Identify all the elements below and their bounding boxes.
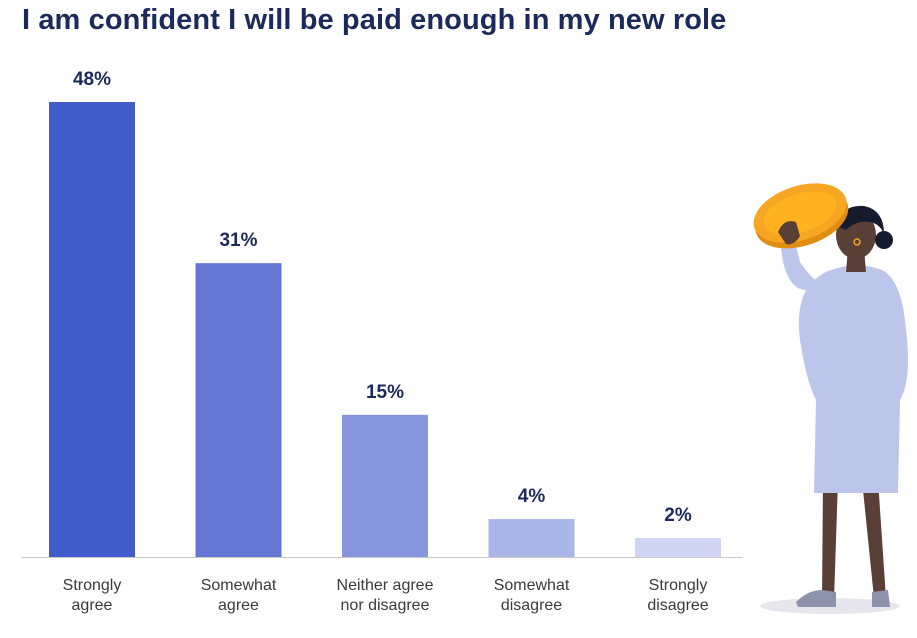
dress [798, 265, 908, 493]
bar-value-label: 15% [366, 382, 404, 403]
category-labels-group: Strongly agree Somewhat agree Neither agree n… [63, 577, 709, 614]
category-label: Neither agree [337, 577, 434, 594]
bar [195, 263, 282, 557]
category-label: Somewhat [201, 577, 277, 594]
bar [49, 102, 135, 557]
value-labels-group: 48% 31% 15% 4% 2% [73, 69, 692, 526]
chart-title: I am confident I will be paid enough in … [22, 4, 727, 36]
category-label: disagree [501, 597, 562, 614]
hair [836, 205, 884, 234]
left-leg [822, 480, 838, 600]
bar [488, 519, 575, 557]
category-label: disagree [647, 597, 708, 614]
category-label: nor disagree [341, 597, 430, 614]
bar-value-label: 48% [73, 69, 111, 90]
bar [635, 538, 721, 557]
bar [342, 414, 428, 557]
category-label: agree [218, 597, 259, 614]
bar-value-label: 4% [518, 486, 546, 507]
hair-bun [875, 231, 893, 249]
left-shoe [796, 590, 836, 607]
raised-arm [780, 238, 820, 290]
category-label: Somewhat [494, 577, 570, 594]
hand [778, 221, 800, 245]
right-leg [862, 480, 886, 598]
coin [753, 183, 849, 249]
right-shoe [872, 590, 890, 607]
bars-group [49, 102, 721, 557]
earring [853, 238, 861, 246]
bar-value-label: 2% [664, 505, 692, 526]
category-label: Strongly [649, 577, 708, 594]
category-label: agree [72, 597, 113, 614]
bar-value-label: 31% [219, 230, 257, 251]
woman-holding-coin-icon [753, 183, 908, 614]
category-label: Strongly [63, 577, 122, 594]
